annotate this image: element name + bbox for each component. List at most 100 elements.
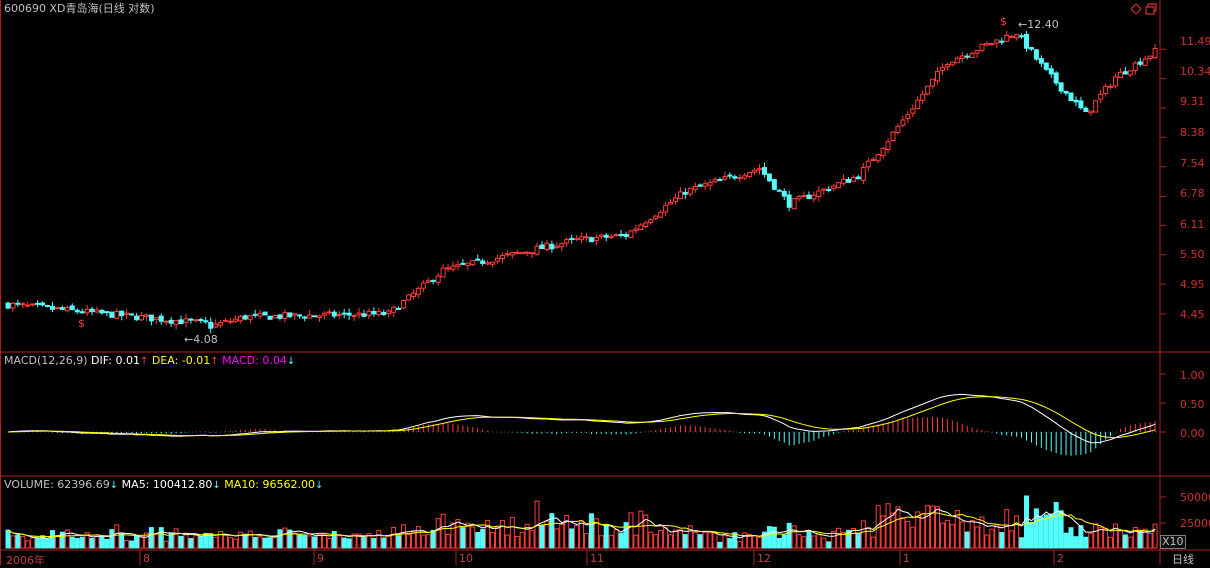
time-axis-label: 11 [590,552,604,565]
candle-body [307,314,313,319]
volume-bar [885,503,891,549]
volume-bar [697,534,703,549]
candle-body [252,313,258,316]
candle-body [663,204,669,213]
candle-body [949,61,955,66]
volume-bar [1083,536,1089,549]
candle-body [410,292,416,298]
volume-bar [396,535,402,549]
volume-bar [1152,523,1158,549]
candle-body [272,315,278,319]
candle-body [905,114,911,119]
volume-bar [10,535,16,549]
candle-body [935,71,941,82]
volume-bar [1078,525,1084,549]
candle-body [1098,93,1104,100]
volume-bar [1103,527,1109,549]
volume-bar [588,513,594,549]
candle-body [415,287,421,295]
candle-body [554,245,560,249]
volume-bar [831,530,837,549]
volume-bar [465,522,471,549]
volume-bar [618,532,624,549]
candle-body [312,315,318,318]
candle-body [979,43,985,51]
candle-body [69,305,75,311]
period-button[interactable]: 日线 [1172,553,1194,566]
volume-bar [351,533,357,549]
high-price-label: ←12.40 [1018,18,1059,31]
volume-bar [1019,537,1025,549]
volume-bar [223,534,229,549]
volume-bar [435,518,441,549]
volume-scale-badge[interactable]: X10 [1160,535,1186,549]
ma5-label: MA5: [121,478,150,491]
candle-body [188,318,194,321]
volume-bar [104,538,110,549]
diamond-icon[interactable] [1131,4,1141,14]
candle-body [485,262,491,265]
volume-bar [420,534,426,549]
volume-bar [930,505,936,549]
volume-bar [979,516,985,549]
volume-bar [569,528,575,549]
volume-bar [1004,509,1010,549]
candle-body [227,320,233,323]
time-axis-label: 10 [459,552,473,565]
volume-bar [440,513,446,549]
volume-label: VOLUME: [4,478,54,491]
candle-body [796,196,802,200]
price-tick: 6.78 [1180,187,1205,200]
candle-body [1014,34,1020,39]
time-axis-label: 2006年 [6,554,45,567]
volume-bar [143,532,149,549]
candle-body [539,244,545,249]
volume-bar [134,535,140,549]
candle-body [54,307,60,310]
candle-body [1053,72,1059,84]
volume-bar [5,529,11,549]
candle-body [1083,107,1089,112]
candle-body [74,309,80,313]
candle-body [430,279,436,282]
candle-body [831,185,837,190]
volume-bar [30,537,36,549]
volume-bar [282,527,288,549]
candle-body [900,119,906,126]
restore-window-icon[interactable] [1145,3,1157,15]
candle-body [638,224,644,231]
volume-bar [405,533,411,549]
candle-body [855,176,861,180]
macd-tick: 0.50 [1180,398,1205,411]
volume-bar [781,534,787,549]
volume-bar [870,536,876,549]
volume-bar [307,535,313,549]
chart-markers: $$ [78,15,1007,330]
volume-bar [672,529,678,549]
candle-body [173,320,179,326]
candle-body [969,53,975,59]
candle-body [282,312,288,320]
volume-bar [336,535,342,549]
volume-bar [974,526,980,549]
volume-bar [99,536,105,549]
candle-body [257,312,263,317]
volume-ma10-line [7,512,1156,538]
candle-body [435,275,441,283]
candle-body [287,312,293,318]
price-tick: 11.49 [1180,35,1210,48]
volume-tick: 25000 [1180,517,1210,530]
volume-bar [771,526,777,549]
candle-body [717,179,723,182]
candle-body [682,192,688,195]
volume-bar [297,534,303,549]
dif-label: DIF: [91,354,112,367]
candle-body [480,260,486,264]
volume-bar [1043,514,1049,549]
volume-bar [727,538,733,549]
volume-bar [895,506,901,549]
candle-body [544,242,550,250]
candle-body [391,306,397,313]
candle-body [223,319,229,322]
